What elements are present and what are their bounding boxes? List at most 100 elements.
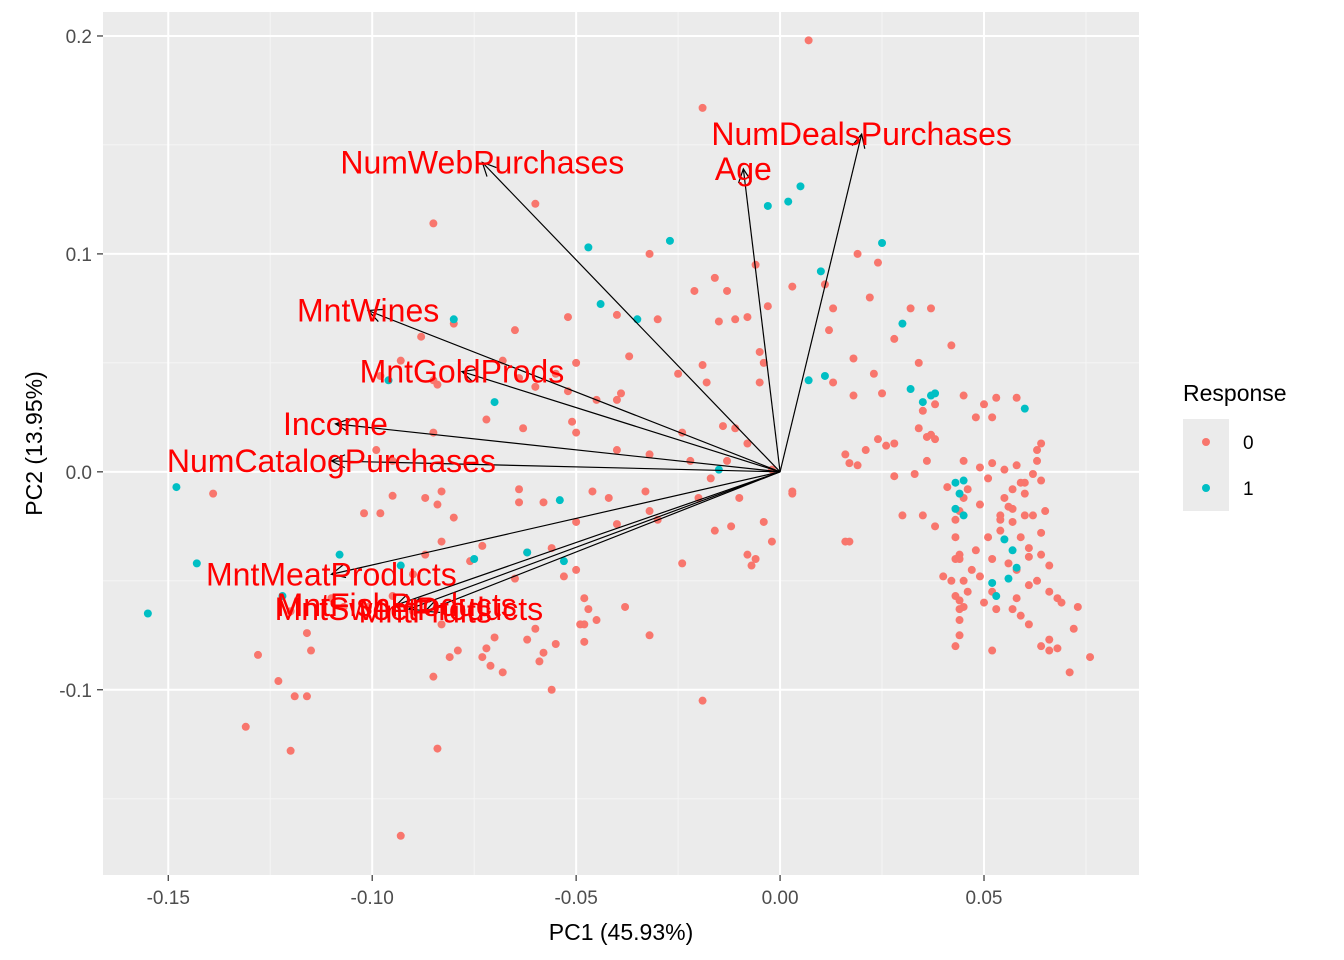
data-point: [429, 672, 438, 681]
data-point: [890, 439, 899, 448]
data-point: [572, 358, 581, 367]
data-point: [1053, 644, 1062, 653]
data-point: [539, 648, 548, 657]
loading-arrow-shaft: [481, 161, 781, 473]
data-point: [433, 500, 442, 509]
data-point: [539, 498, 548, 507]
series-1-points: [143, 182, 1029, 618]
data-point: [429, 219, 438, 228]
data-point: [890, 334, 899, 343]
data-point: [841, 450, 850, 459]
data-point: [698, 361, 707, 370]
data-point: [302, 629, 311, 638]
data-point: [763, 302, 772, 311]
data-point: [559, 557, 568, 566]
data-point: [580, 620, 589, 629]
data-point: [849, 354, 858, 363]
data-point: [955, 596, 964, 605]
data-point: [743, 439, 752, 448]
data-point: [951, 504, 960, 513]
loading-label-MntMeatProducts: MntMeatProducts: [206, 556, 457, 592]
data-point: [1024, 581, 1033, 590]
data-point: [572, 517, 581, 526]
data-point: [515, 498, 524, 507]
data-point: [959, 456, 968, 465]
data-point: [992, 393, 1001, 402]
data-point: [433, 744, 442, 753]
data-point: [951, 533, 960, 542]
data-point: [975, 572, 984, 581]
data-point: [959, 391, 968, 400]
data-point: [445, 653, 454, 662]
data-point: [1028, 470, 1037, 479]
plot-panel: [103, 12, 1139, 875]
data-point: [1000, 493, 1009, 502]
data-point: [710, 273, 719, 282]
loading-label-NumWebPurchases: NumWebPurchases: [340, 144, 624, 180]
loading-arrow-shaft: [396, 471, 781, 606]
data-point: [584, 243, 593, 252]
data-point: [437, 537, 446, 546]
data-point: [723, 456, 732, 465]
legend-entry-0: 0: [1183, 419, 1254, 465]
loading-arrow-NumCatalogPurchases: [330, 454, 781, 473]
data-point: [1024, 544, 1033, 553]
data-point: [898, 511, 907, 520]
data-point: [878, 239, 887, 248]
data-point: [853, 249, 862, 258]
loading-label-MntWines: MntWines: [297, 293, 439, 329]
data-point: [531, 382, 540, 391]
data-point: [1012, 393, 1021, 402]
data-point: [437, 620, 446, 629]
loading-arrow-shaft: [742, 168, 781, 472]
loading-arrowhead: [460, 368, 477, 383]
data-point: [1037, 550, 1046, 559]
data-point: [1057, 598, 1066, 607]
data-point: [988, 646, 997, 655]
data-point: [1004, 559, 1013, 568]
data-point: [633, 315, 642, 324]
data-point: [731, 315, 740, 324]
data-point: [751, 260, 760, 269]
loading-arrowhead: [330, 564, 347, 579]
data-point: [971, 413, 980, 422]
legend-entries: 01: [1183, 419, 1254, 511]
data-point: [1024, 552, 1033, 561]
data-point: [1033, 576, 1042, 585]
data-point: [1069, 624, 1078, 633]
data-point: [698, 103, 707, 112]
data-point: [1000, 535, 1009, 544]
data-point: [959, 511, 968, 520]
data-point: [845, 459, 854, 468]
data-point: [996, 526, 1005, 535]
data-point: [515, 485, 524, 494]
data-point: [551, 639, 560, 648]
data-point: [971, 546, 980, 555]
data-point: [873, 435, 882, 444]
legend-key-marker: [1202, 484, 1210, 492]
data-point: [584, 605, 593, 614]
loading-arrow-Age: [737, 167, 781, 472]
data-point: [1041, 507, 1050, 516]
data-point: [535, 657, 544, 666]
data-point: [531, 199, 540, 208]
data-point: [449, 315, 458, 324]
data-point: [988, 413, 997, 422]
data-point: [612, 310, 621, 319]
data-point: [984, 533, 993, 542]
data-point: [963, 587, 972, 596]
data-point: [653, 315, 662, 324]
data-point: [1004, 574, 1013, 583]
data-point: [625, 352, 634, 361]
data-point: [1012, 594, 1021, 603]
loading-label-Age: Age: [715, 151, 772, 187]
data-point: [515, 374, 524, 383]
data-point: [339, 602, 348, 611]
y-axis-tick-label: -0.1: [59, 681, 92, 702]
data-point: [563, 313, 572, 322]
legend-title: Response: [1183, 380, 1287, 406]
loading-arrowhead: [366, 308, 384, 322]
loading-label-MntFishProducts: MntFishProducts: [277, 587, 517, 623]
data-point: [1020, 404, 1029, 413]
loading-label-MntSweetProducts: MntSweetProducts: [275, 591, 544, 627]
